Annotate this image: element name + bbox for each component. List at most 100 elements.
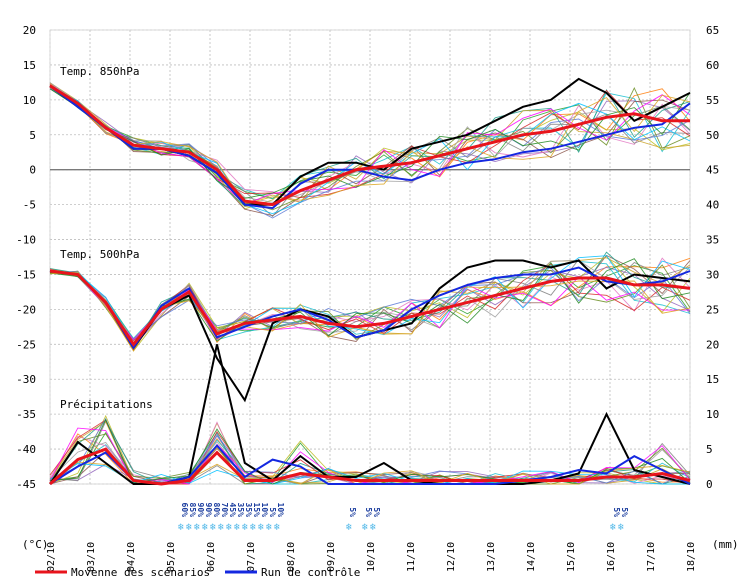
panel-label: Temp. 500hPa — [60, 248, 139, 261]
highlighted-series — [49, 77, 691, 486]
snowflake-icon: ❄ — [234, 522, 241, 533]
snowflake-icon: ❄ — [178, 522, 185, 533]
left-tick-label: -15 — [16, 268, 36, 281]
snowflake-icon: ❄ — [186, 522, 193, 533]
date-label: 05/10 — [166, 542, 177, 572]
panel-label: Temp. 850hPa — [60, 65, 139, 78]
panel-labels: Temp. 850hPa Temp. 500hPa Précipitations — [60, 65, 153, 411]
legend-label: Moyenne des scénarios — [71, 566, 210, 576]
left-tick-label: -45 — [16, 478, 36, 491]
snow-probability-label: 15% — [252, 503, 261, 518]
panel-label: Précipitations — [60, 398, 153, 411]
date-label: 04/10 — [126, 542, 137, 572]
date-label: 03/10 — [86, 542, 97, 572]
member-t850-line — [49, 82, 691, 203]
snow-probability-label: 5% — [372, 507, 381, 517]
snowflake-icon: ❄ — [274, 522, 281, 533]
member-t500-line — [49, 266, 691, 341]
snow-probability-label: 5% — [620, 507, 629, 517]
date-label: 16/10 — [606, 542, 617, 572]
right-tick-label: 15 — [706, 373, 719, 386]
snowflake-icon: ❄ — [226, 522, 233, 533]
right-tick-label: 35 — [706, 234, 719, 247]
snow-probabilities: 60%❄85%❄90%❄90%❄80%❄70%❄45%❄35%❄35%❄15%❄… — [178, 503, 629, 533]
legend: Moyenne des scénarios Run de contrôle — [35, 566, 360, 576]
snow-probability-label: 35% — [244, 503, 253, 518]
snowflake-icon: ❄ — [258, 522, 265, 533]
left-tick-label: -30 — [16, 373, 36, 386]
snowflake-icon: ❄ — [362, 522, 369, 533]
snowflake-icon: ❄ — [194, 522, 201, 533]
series-t850-line — [49, 84, 690, 207]
snowflake-icon: ❄ — [266, 522, 273, 533]
date-label: 14/10 — [526, 542, 537, 572]
date-label: 02/10 — [46, 542, 57, 572]
snow-probability-label: 70% — [220, 503, 229, 518]
snow-probability-label: 80% — [212, 503, 221, 518]
right-tick-label: 5 — [706, 443, 713, 456]
date-label: 13/10 — [486, 542, 497, 572]
right-tick-label: 40 — [706, 199, 719, 212]
right-tick-label: 25 — [706, 303, 719, 316]
date-label: 15/10 — [566, 542, 577, 572]
series-precip-line — [49, 447, 691, 486]
snow-probability-label: 5% — [268, 507, 277, 517]
left-axis-unit: (°C) — [22, 538, 49, 551]
snow-probability-label: 10% — [260, 503, 269, 518]
member-t850-line — [49, 83, 691, 205]
snowflake-icon: ❄ — [346, 522, 353, 533]
left-tick-label: 10 — [23, 94, 36, 107]
snowflake-icon: ❄ — [202, 522, 209, 533]
series-t500-line — [49, 269, 691, 347]
snowflake-icon: ❄ — [218, 522, 225, 533]
right-tick-label: 20 — [706, 338, 719, 351]
snow-probability-label: 5% — [364, 507, 373, 517]
left-tick-label: 0 — [29, 164, 36, 177]
right-tick-label: 50 — [706, 129, 719, 142]
date-label: 12/10 — [446, 542, 457, 572]
date-axis-labels: 02/10 03/10 04/10 05/10 06/10 07/10 08/10 09/10… — [46, 542, 697, 572]
snow-probability-label: 5% — [348, 507, 357, 517]
left-tick-label: -20 — [16, 303, 36, 316]
right-tick-label: 0 — [706, 478, 713, 491]
snow-probability-label: 90% — [204, 503, 213, 518]
right-tick-label: 55 — [706, 94, 719, 107]
left-tick-label: 15 — [23, 59, 36, 72]
date-label: 06/10 — [206, 542, 217, 572]
snow-probability-label: 10% — [276, 503, 285, 518]
left-tick-label: -5 — [23, 199, 36, 212]
snowflake-icon: ❄ — [210, 522, 217, 533]
date-label: 10/10 — [366, 542, 377, 572]
snow-probability-label: 90% — [196, 503, 205, 518]
snowflake-icon: ❄ — [250, 522, 257, 533]
snowflake-icon: ❄ — [610, 522, 617, 533]
snowflake-icon: ❄ — [242, 522, 249, 533]
left-tick-label: 5 — [29, 129, 36, 142]
left-tick-label: -10 — [16, 234, 36, 247]
snow-probability-label: 45% — [228, 503, 237, 518]
left-tick-label: 20 — [23, 24, 36, 37]
date-label: 07/10 — [246, 542, 257, 572]
snow-probability-label: 60% — [180, 503, 189, 518]
member-t500-line — [49, 251, 691, 348]
left-tick-label: -35 — [16, 408, 36, 421]
left-tick-label: -25 — [16, 338, 36, 351]
member-precip-line — [49, 463, 690, 485]
right-axis-unit: (mm) — [712, 538, 739, 551]
member-t850-line — [49, 88, 691, 199]
right-tick-label: 30 — [706, 268, 719, 281]
snowflake-icon: ❄ — [370, 522, 377, 533]
left-tick-label: -40 — [16, 443, 36, 456]
snow-probability-label: 5% — [612, 507, 621, 517]
date-label: 18/10 — [686, 542, 697, 572]
snow-probability-label: 35% — [236, 503, 245, 518]
right-tick-label: 65 — [706, 24, 719, 37]
snowflake-icon: ❄ — [618, 522, 625, 533]
date-label: 09/10 — [326, 542, 337, 572]
date-label: 08/10 — [286, 542, 297, 572]
left-axis-ticks: 20 15 10 5 0 -5 -10 -15 -20 -25 -30 -35 -40 -45 — [16, 24, 36, 491]
snow-probability-label: 85% — [188, 503, 197, 518]
right-tick-label: 10 — [706, 408, 719, 421]
